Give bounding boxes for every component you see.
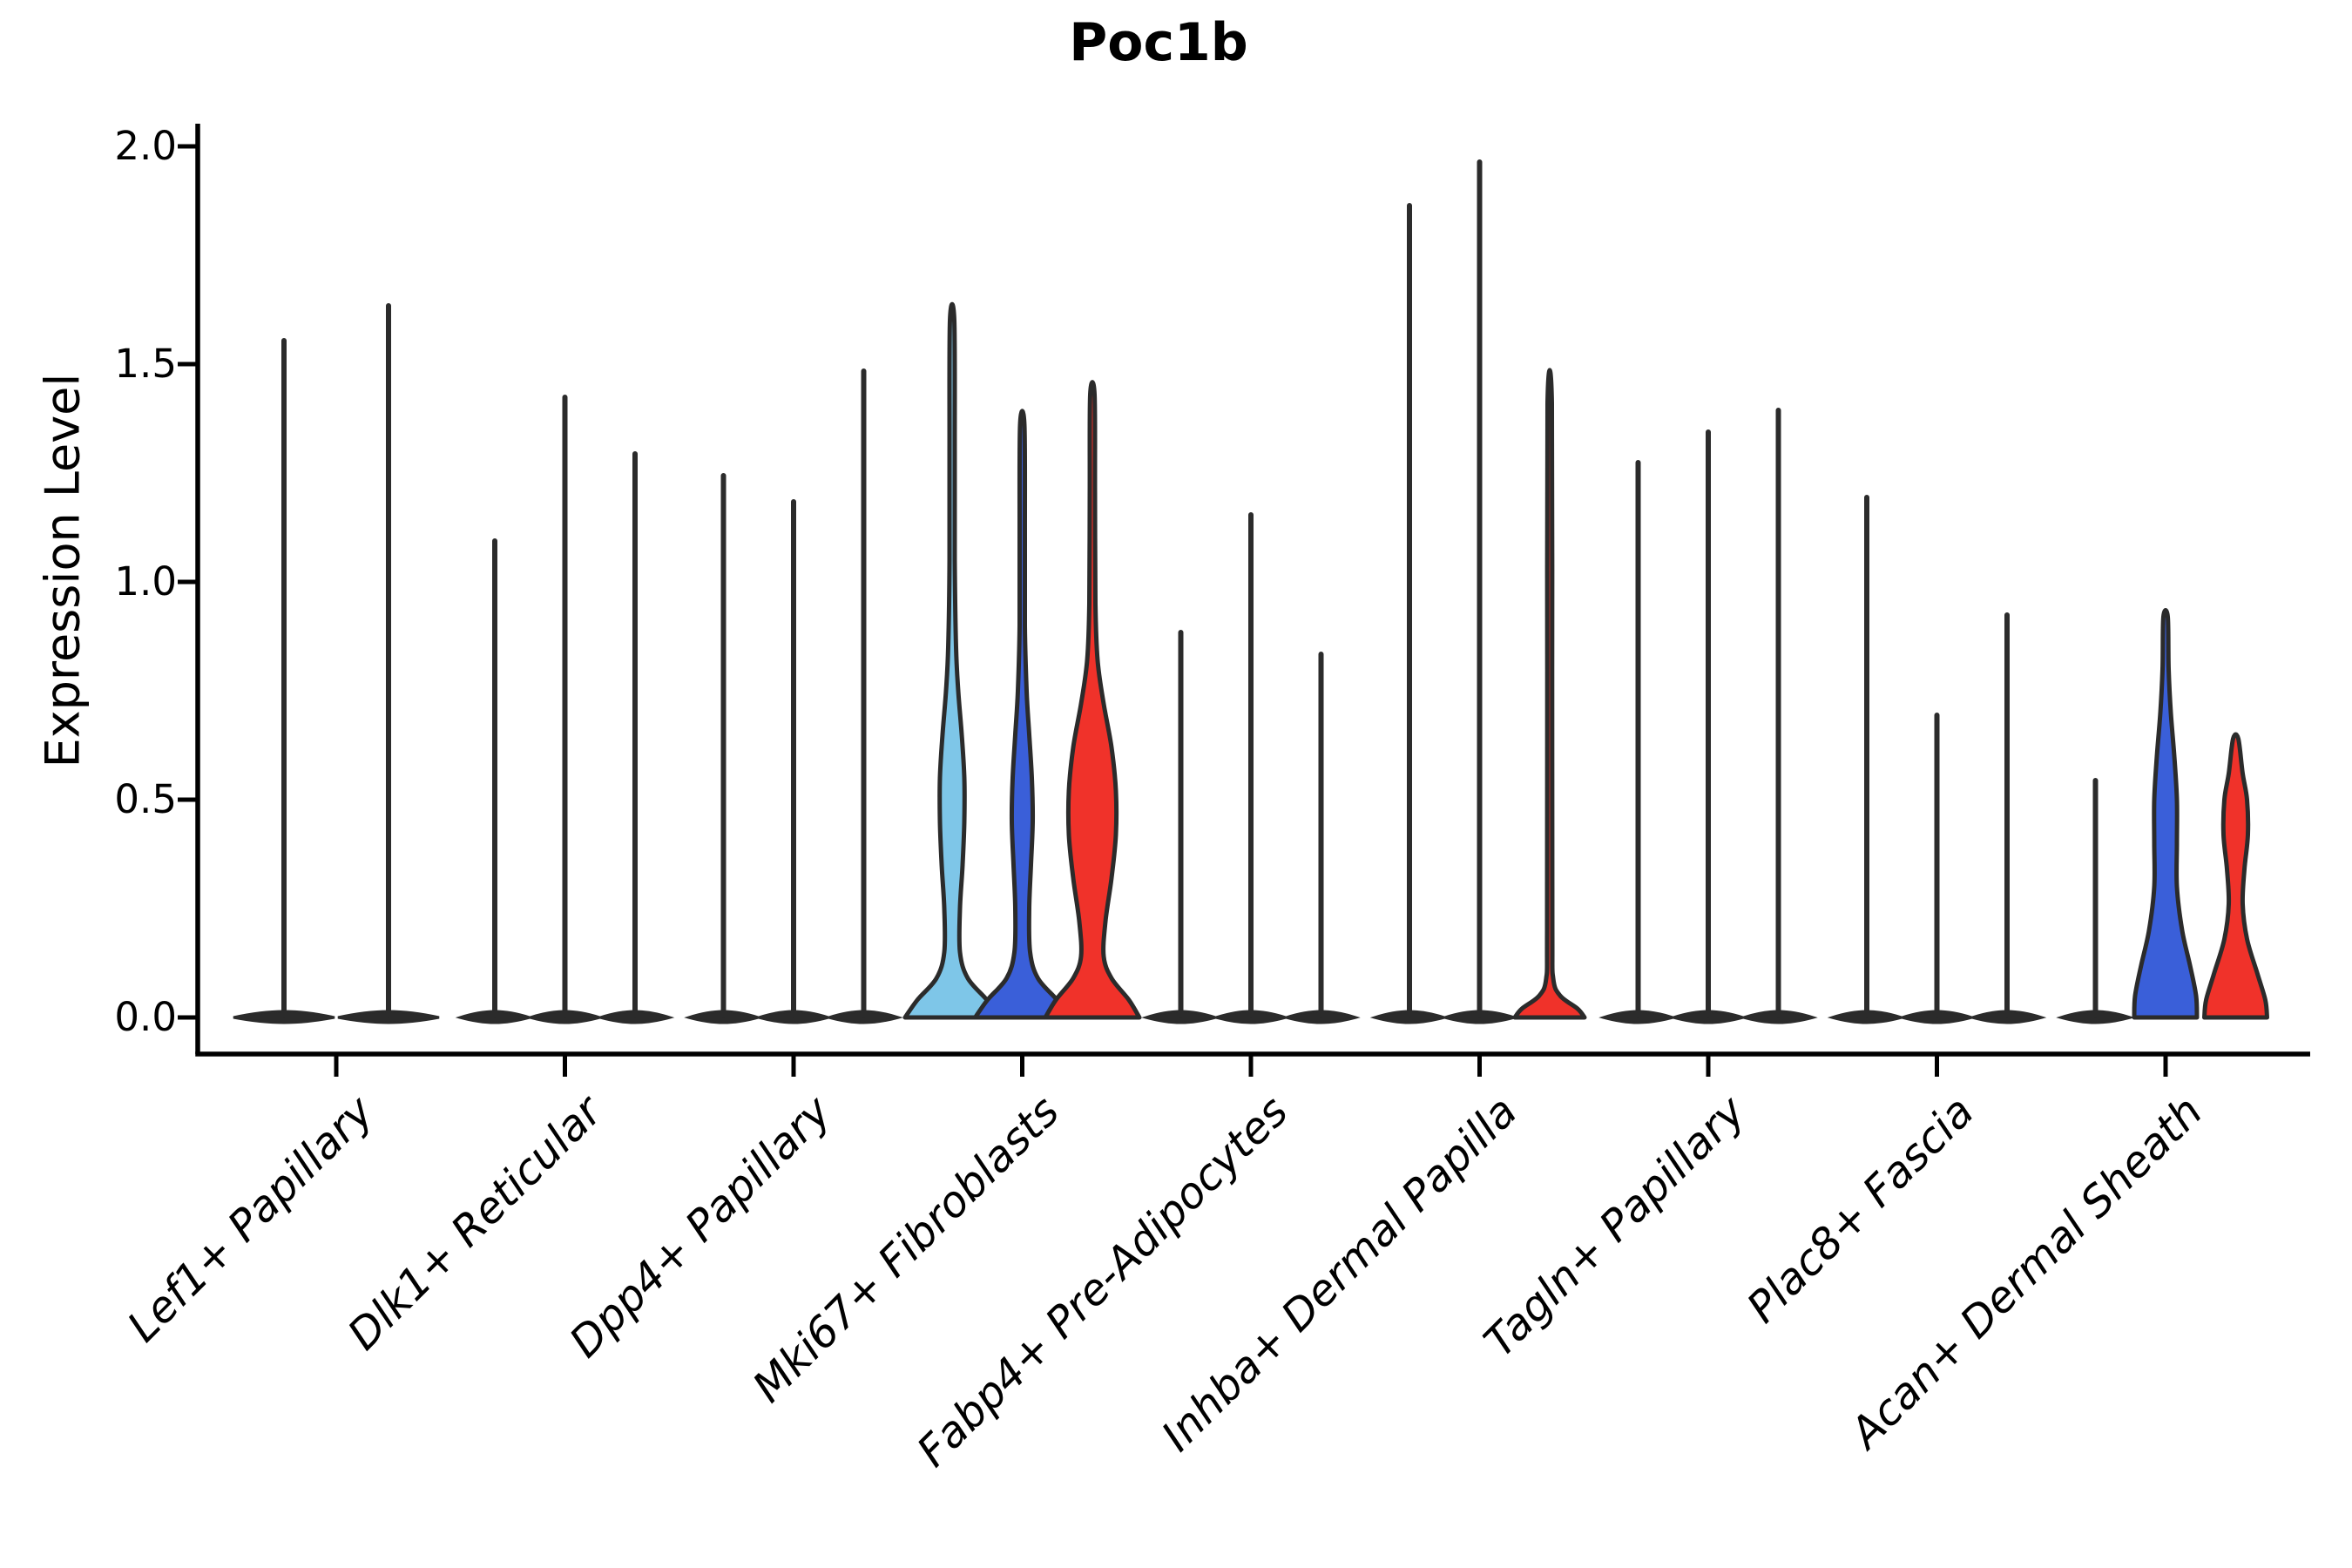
violin-blue bbox=[2132, 608, 2200, 1020]
y-tick-label: 1.0 bbox=[114, 558, 177, 605]
y-tick-label: 0.5 bbox=[114, 776, 177, 822]
violin-red bbox=[1512, 368, 1587, 1020]
chart-title: Poc1b bbox=[1069, 12, 1248, 73]
y-tick-label: 2.0 bbox=[114, 123, 177, 169]
violin-red bbox=[1043, 380, 1142, 1020]
violin-red bbox=[2202, 732, 2269, 1020]
violin-lightblue bbox=[902, 301, 1002, 1020]
y-tick-label: 1.5 bbox=[114, 341, 177, 387]
y-tick-label: 0.0 bbox=[114, 994, 177, 1040]
violin-blue bbox=[973, 409, 1071, 1020]
